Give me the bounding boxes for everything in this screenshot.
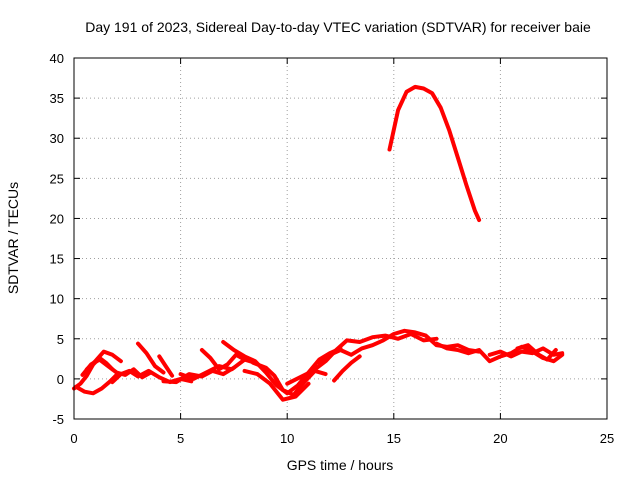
series-line-arc-7 (157, 354, 175, 378)
x-tick-label: 5 (177, 431, 184, 446)
series-line-arc-4 (84, 349, 123, 372)
series-group (72, 84, 565, 402)
y-tick-label: 40 (50, 51, 64, 66)
ticks: 0 5 10 15 20 25 -5 0 5 10 15 20 25 30 35 40 (50, 51, 615, 446)
chart-title: Day 191 of 2023, Sidereal Day-to-day VTE… (85, 19, 591, 35)
x-tick-label: 25 (600, 431, 614, 446)
y-tick-label: 35 (50, 91, 64, 106)
series-line-arc-15 (317, 328, 482, 365)
series-line-arc-14 (285, 332, 439, 386)
x-tick-label: 20 (493, 431, 507, 446)
y-tick-label: 0 (57, 372, 64, 387)
y-tick-label: 5 (57, 332, 64, 347)
series-line-arc-17 (387, 84, 482, 222)
y-tick-label: -5 (52, 412, 64, 427)
x-axis-label: GPS time / hours (287, 457, 394, 473)
y-tick-label: 10 (50, 292, 64, 307)
series-line-arc-12 (242, 368, 311, 402)
y-tick-label: 30 (50, 131, 64, 146)
x-tick-label: 0 (70, 431, 77, 446)
series-line-arc-6 (136, 341, 166, 375)
y-tick-label: 15 (50, 252, 64, 267)
x-tick-label: 10 (280, 431, 294, 446)
y-tick-label: 25 (50, 171, 64, 186)
x-tick-label: 15 (387, 431, 401, 446)
plot-frame (73, 57, 608, 420)
series-line-arc-16 (332, 354, 362, 383)
series-line-arc-20 (515, 343, 558, 362)
y-tick-label: 20 (50, 211, 64, 226)
series-line-arc-2 (74, 372, 119, 396)
y-axis-label: SDTVAR / TECUs (5, 182, 21, 294)
series-line-arc-10 (199, 348, 247, 372)
